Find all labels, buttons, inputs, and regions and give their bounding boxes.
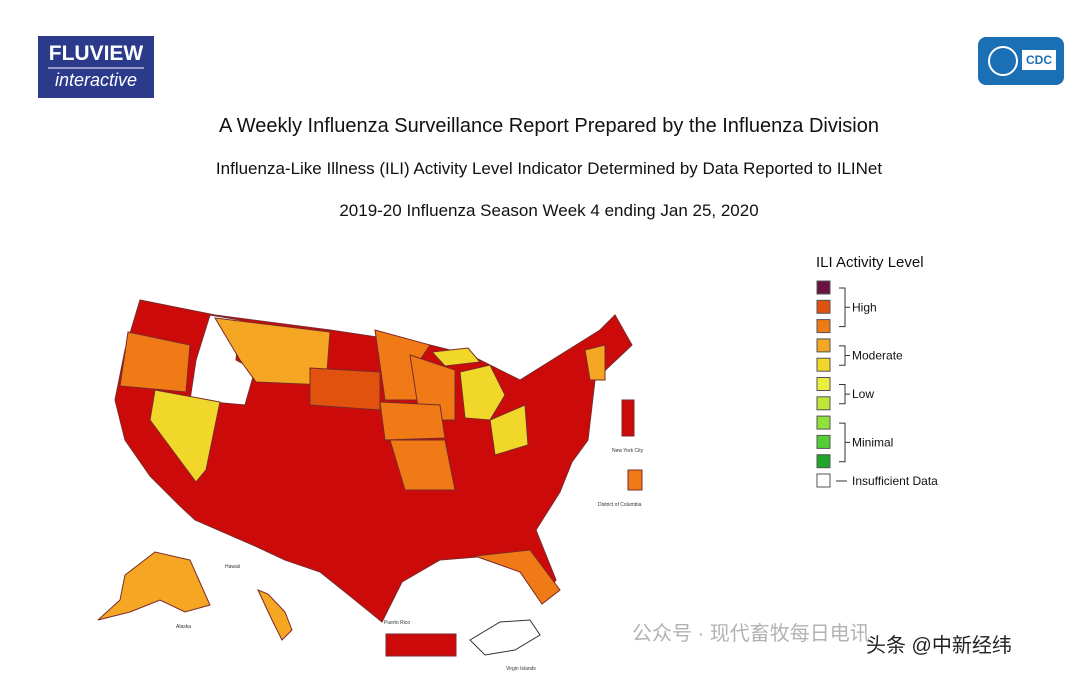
michigan-up — [430, 347, 481, 367]
title: A Weekly Influenza Surveillance Report P… — [219, 115, 879, 137]
legend-label: Minimal — [852, 435, 893, 449]
cdc-logo — [978, 37, 1064, 85]
watermark: 公众号 · 现代畜牧每日电讯 — [632, 622, 870, 645]
nyc-box — [621, 399, 635, 437]
cdc-label: CDC — [1026, 53, 1052, 67]
legend-swatch — [816, 415, 831, 430]
map-label: Virgin Islands — [506, 666, 536, 672]
legend-swatch — [816, 396, 831, 411]
legend-label: Moderate — [852, 349, 903, 363]
watermark: 头条 @中新经纬 — [866, 634, 1012, 657]
map-label: New York City — [612, 448, 644, 454]
dc-box — [627, 469, 643, 491]
legend-bracket — [839, 384, 850, 405]
oregon — [119, 331, 191, 393]
logo-subtitle: interactive — [55, 70, 137, 90]
logo-title: FLUVIEW — [49, 42, 144, 65]
iowa — [379, 401, 446, 441]
virgin-islands — [469, 619, 541, 656]
legend-swatch — [816, 454, 831, 469]
season: 2019-20 Influenza Season Week 4 ending J… — [339, 201, 758, 220]
cdc-emblem — [988, 46, 1018, 76]
legend-swatch — [816, 377, 831, 391]
ohio — [489, 404, 529, 456]
legend-label: Low — [852, 387, 874, 401]
legend-swatch — [816, 473, 831, 488]
legend-swatch — [816, 338, 831, 353]
legend-bracket — [839, 287, 850, 328]
florida — [474, 549, 561, 605]
puerto-rico — [385, 633, 457, 657]
missouri — [389, 439, 456, 491]
map-label: District of Columbia — [598, 502, 642, 508]
cdc-box — [1022, 50, 1056, 70]
new-england — [584, 344, 606, 381]
legend-label: High — [852, 300, 877, 314]
legend-swatch — [816, 299, 831, 314]
map-label: Hawaii — [225, 564, 240, 570]
legend-label: Insufficient Data — [852, 474, 938, 488]
legend-bracket — [839, 345, 850, 366]
subtitle: Influenza-Like Illness (ILI) Activity Le… — [216, 159, 882, 178]
legend-swatch — [816, 357, 831, 372]
legend-swatch — [816, 319, 831, 334]
south-dakota — [309, 367, 381, 411]
legend-swatch — [816, 434, 831, 449]
alaska — [97, 551, 211, 621]
michigan — [459, 364, 506, 421]
map-label: Puerto Rico — [384, 620, 410, 626]
us-map: New York City District of Columbia Hawai… — [97, 299, 644, 672]
montana — [214, 317, 331, 386]
legend-bracket — [839, 422, 850, 463]
hawaii — [257, 589, 293, 641]
nevada — [149, 389, 221, 483]
fluview-logo — [38, 36, 154, 98]
legend-title: ILI Activity Level — [816, 254, 924, 271]
map-label: Alaska — [176, 624, 191, 630]
legend-swatch — [816, 280, 831, 295]
legend: High Moderate Low Minimal Insufficient Data — [816, 280, 938, 488]
